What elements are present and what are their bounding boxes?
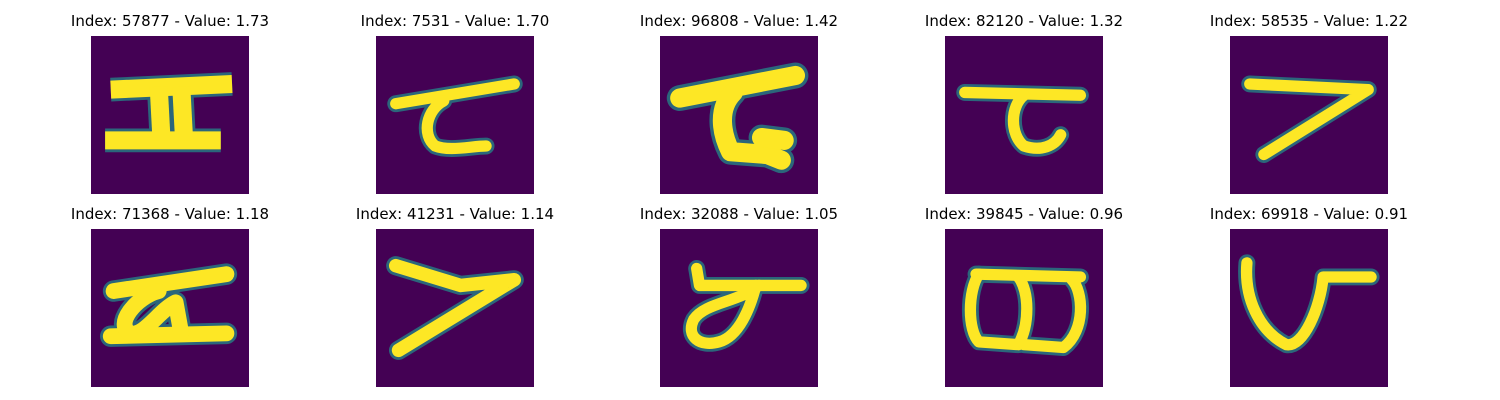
glyph-4 bbox=[956, 83, 1089, 157]
glyph-8 bbox=[683, 260, 810, 352]
glyph-10 bbox=[1238, 254, 1380, 354]
panel-title: Index: 41231 - Value: 1.14 bbox=[355, 205, 555, 223]
panel-title: Index: 7531 - Value: 1.70 bbox=[360, 12, 550, 30]
digit-image bbox=[660, 36, 818, 194]
glyph-6 bbox=[100, 263, 238, 347]
glyph-7 bbox=[386, 256, 524, 360]
digit-image bbox=[376, 229, 534, 387]
panel-10: Index: 69918 - Value: 0.91 bbox=[1189, 205, 1429, 387]
panel-title: Index: 58535 - Value: 1.22 bbox=[1209, 12, 1409, 30]
digit-image bbox=[660, 229, 818, 387]
glyph-5 bbox=[1241, 75, 1377, 163]
panel-7: Index: 41231 - Value: 1.14 bbox=[335, 205, 575, 387]
panel-6: Index: 71368 - Value: 1.18 bbox=[50, 205, 290, 387]
glyph-2 bbox=[387, 75, 523, 157]
digit-image bbox=[376, 36, 534, 194]
panel-title: Index: 96808 - Value: 1.42 bbox=[639, 12, 839, 30]
digit-image bbox=[945, 229, 1103, 387]
digit-image bbox=[1230, 36, 1388, 194]
glyph-1 bbox=[105, 72, 233, 153]
panel-title: Index: 57877 - Value: 1.73 bbox=[70, 12, 270, 30]
panel-2: Index: 7531 - Value: 1.70 bbox=[335, 12, 575, 194]
panel-title: Index: 71368 - Value: 1.18 bbox=[70, 205, 270, 223]
panel-4: Index: 82120 - Value: 1.32 bbox=[904, 12, 1144, 194]
panel-1: Index: 57877 - Value: 1.73 bbox=[50, 12, 290, 194]
panel-title: Index: 32088 - Value: 1.05 bbox=[639, 205, 839, 223]
glyph-3 bbox=[666, 62, 809, 174]
panel-8: Index: 32088 - Value: 1.05 bbox=[619, 205, 859, 387]
panel-9: Index: 39845 - Value: 0.96 bbox=[904, 205, 1144, 387]
panel-title: Index: 82120 - Value: 1.32 bbox=[924, 12, 1124, 30]
panel-title: Index: 69918 - Value: 0.91 bbox=[1209, 205, 1409, 223]
glyph-9 bbox=[962, 265, 1089, 356]
digit-image bbox=[1230, 229, 1388, 387]
digit-image bbox=[945, 36, 1103, 194]
digit-image bbox=[91, 36, 249, 194]
panel-3: Index: 96808 - Value: 1.42 bbox=[619, 12, 859, 194]
panel-5: Index: 58535 - Value: 1.22 bbox=[1189, 12, 1429, 194]
panel-title: Index: 39845 - Value: 0.96 bbox=[924, 205, 1124, 223]
digit-image bbox=[91, 229, 249, 387]
